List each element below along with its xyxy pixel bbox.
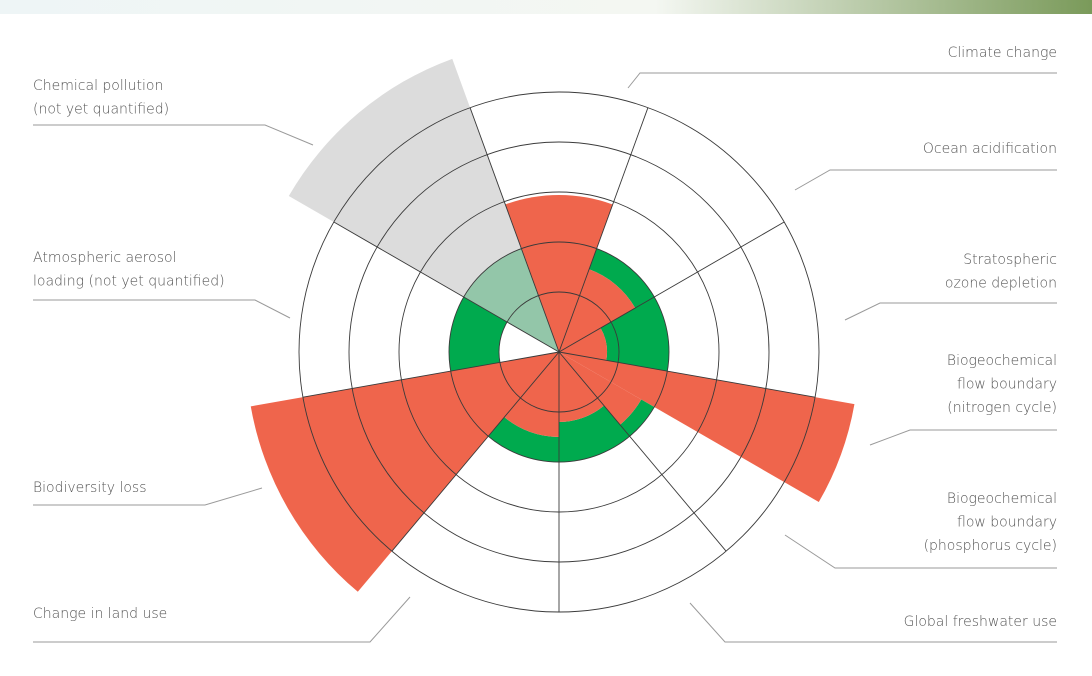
category-label: flow boundary: [957, 377, 1057, 393]
category-label: Global freshwater use: [904, 614, 1057, 630]
category-label: (not yet quantified): [33, 102, 169, 118]
category-label: Stratospheric: [963, 252, 1057, 268]
category-label: Biodiversity loss: [33, 480, 147, 496]
header-image: [0, 0, 1092, 14]
category-label: (nitrogen cycle): [947, 400, 1057, 416]
panel: [0, 14, 1092, 22]
category-label: Atmospheric aerosol: [33, 250, 176, 266]
category-label: Climate change: [948, 45, 1057, 61]
category-label: flow boundary: [957, 515, 1057, 531]
category-label: Change in land use: [33, 606, 167, 622]
category-label: Biogeochemical: [947, 491, 1057, 507]
chart: Climate change Ocean acidification Stratos…: [0, 0, 1092, 676]
category-label: loading (not yet quantified): [33, 274, 225, 290]
category-label: Chemical pollution: [33, 78, 163, 94]
category-label: Biogeochemical: [947, 353, 1057, 369]
category-label: ozone depletion: [945, 276, 1057, 292]
category-label: Ocean acidification: [923, 141, 1057, 157]
category-label: (phosphorus cycle): [924, 538, 1057, 554]
